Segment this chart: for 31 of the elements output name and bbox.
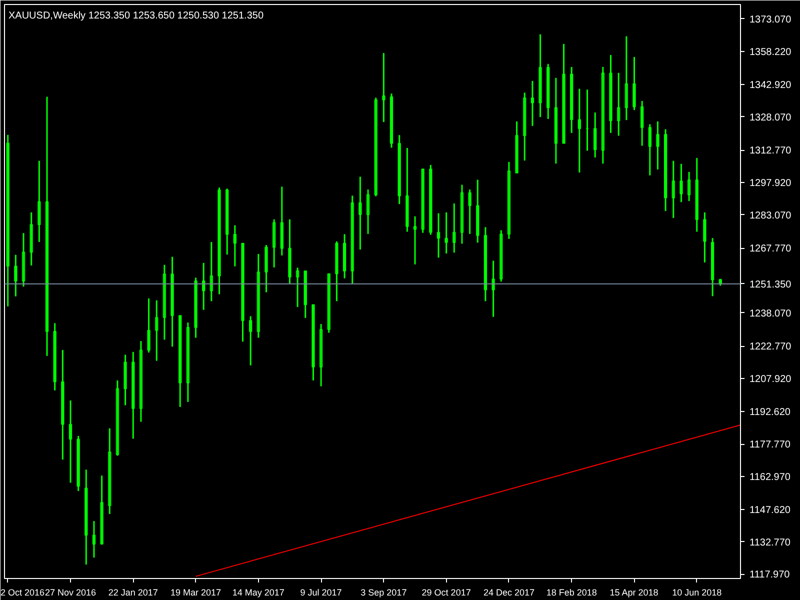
x-tick-label: 24 Dec 2017 <box>483 588 534 598</box>
x-tick-label: 3 Sep 2017 <box>360 588 407 598</box>
y-tick-label: 1177.770 <box>750 440 791 451</box>
y-tick-label: 1192.620 <box>750 407 791 418</box>
x-tick-label: 9 Jul 2017 <box>300 588 342 598</box>
x-tick-label: 22 Jan 2017 <box>108 588 158 598</box>
x-tick-label: 29 Oct 2017 <box>422 588 471 598</box>
x-tick-label: 10 Jun 2018 <box>672 588 722 598</box>
y-tick-label: 1238.070 <box>750 308 792 320</box>
x-tick-label: 19 Mar 2017 <box>170 588 222 598</box>
y-tick-label: 1283.070 <box>750 210 792 222</box>
y-tick-label: 1222.770 <box>750 342 792 353</box>
y-tick-label: 1328.070 <box>750 112 792 124</box>
y-tick-label: 1373.070 <box>750 14 792 26</box>
y-tick-label: 1312.770 <box>750 146 792 157</box>
x-tick-label: 27 Nov 2016 <box>44 588 96 598</box>
y-tick-label: 1297.920 <box>750 178 792 190</box>
y-tick-label: 1147.620 <box>750 505 791 516</box>
x-tick-label: 15 Apr 2018 <box>610 588 658 598</box>
y-tick-label: 1162.970 <box>750 472 791 483</box>
x-tick-label: 14 May 2017 <box>232 588 284 598</box>
y-tick-label: 1342.920 <box>750 80 792 92</box>
ref-line-label: 1251.350 <box>750 279 792 290</box>
text: XAUUSD,Weekly 1253.350 1253.650 1250.530 1251.350 <box>8 10 264 22</box>
y-tick-label: 1132.770 <box>750 537 791 548</box>
y-tick-label: 1358.220 <box>750 46 792 58</box>
x-tick-label: 18 Feb 2018 <box>546 588 597 598</box>
y-tick-label: 1117.970 <box>750 570 790 581</box>
x-tick-label: 2 Oct 2016 <box>0 588 45 598</box>
y-tick-label: 1207.920 <box>750 374 792 385</box>
y-tick-label: 1267.770 <box>750 244 792 255</box>
